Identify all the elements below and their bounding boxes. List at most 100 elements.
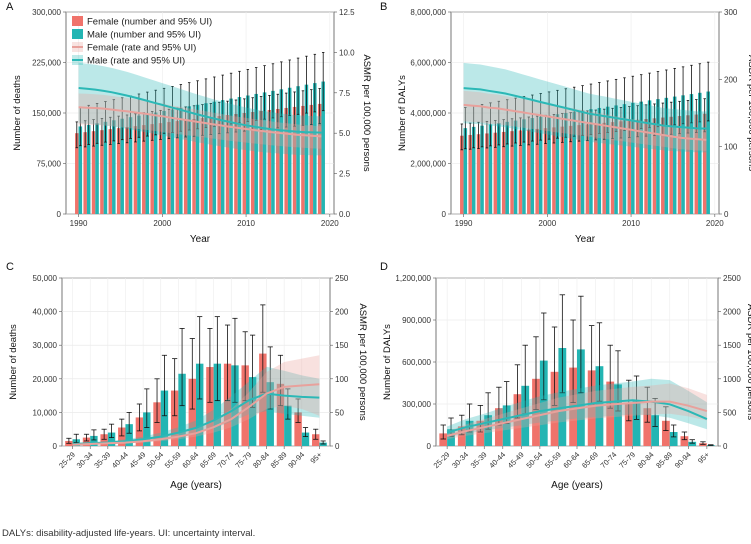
male-bar xyxy=(128,117,133,214)
x-tick-label: 2020 xyxy=(321,219,339,228)
female-error-bar xyxy=(83,433,90,442)
female-bar xyxy=(312,434,320,446)
male-error-bar xyxy=(578,295,584,394)
female-error-bar xyxy=(100,118,104,146)
male-error-bar xyxy=(505,99,509,145)
male-bar xyxy=(178,373,186,446)
y2-tick-label: 0 xyxy=(335,442,340,451)
y-tick-label: 6,000,000 xyxy=(410,59,446,68)
female-error-bar xyxy=(586,110,589,141)
female-bar xyxy=(209,117,213,214)
x-tick-label: 1990 xyxy=(455,219,473,228)
female-error-bar xyxy=(293,91,296,127)
y-axis-title: Number of deaths xyxy=(12,75,23,151)
male-bar xyxy=(90,435,98,446)
y2-tick-label: 300 xyxy=(724,8,738,17)
female-bar xyxy=(100,434,108,446)
female-rate-line xyxy=(78,106,322,138)
male-bar xyxy=(631,102,635,214)
figure-caption: DALYs: disability-adjusted life-years. U… xyxy=(2,528,256,539)
male-error-bar xyxy=(698,63,702,123)
female-error-bar xyxy=(644,386,651,423)
male-bar xyxy=(688,441,697,446)
panel-label: D xyxy=(380,261,388,273)
y-tick-label: 0 xyxy=(427,442,432,451)
male-error-bar xyxy=(271,63,275,119)
male-bar xyxy=(231,365,239,446)
male-bar xyxy=(558,348,567,446)
female-bar xyxy=(301,105,305,214)
female-error-bar xyxy=(440,424,446,440)
female-error-bar xyxy=(681,431,688,441)
female-error-bar xyxy=(313,428,319,440)
male-error-bar xyxy=(108,423,115,439)
y-tick-label: 40,000 xyxy=(33,308,58,317)
y2-tick-label: 150 xyxy=(335,341,349,350)
x-tick-label: 75-79 xyxy=(233,450,253,470)
x-tick-label: 55-59 xyxy=(543,450,563,470)
male-bar xyxy=(107,432,116,446)
male-bar xyxy=(313,83,317,214)
male-error-bar xyxy=(162,87,166,135)
female-bar xyxy=(585,124,590,214)
y-axis-title: Number of DALYs xyxy=(397,75,408,151)
male-error-bar xyxy=(656,71,660,128)
female-bar xyxy=(170,390,179,446)
x-tick-label: 60-64 xyxy=(561,450,581,470)
female-error-bar xyxy=(284,92,288,128)
x-tick-label: 90-94 xyxy=(286,450,306,470)
female-bar xyxy=(192,119,196,214)
panel-a: A 0 75,000 150,000 225,000 300,000 0.0 2.5 5.0 7.… xyxy=(6,1,372,245)
y2-tick-label: 1500 xyxy=(723,341,741,350)
female-error-bar xyxy=(295,398,301,423)
female-bar xyxy=(259,353,267,446)
male-error-bar xyxy=(161,354,168,417)
male-bar xyxy=(153,112,158,214)
male-bar xyxy=(78,126,83,214)
y2-tick-label: 200 xyxy=(335,308,349,317)
x-tick-label: 30-34 xyxy=(450,450,470,470)
female-bar xyxy=(82,437,91,446)
x-tick-label: 35-39 xyxy=(92,450,112,470)
female-error-bar xyxy=(189,338,195,410)
female-error-bar xyxy=(552,114,556,144)
male-error-bar xyxy=(690,64,693,124)
female-bar xyxy=(587,370,596,446)
x-tick-label: 2010 xyxy=(237,219,255,228)
male-error-bar xyxy=(572,86,576,137)
male-bar xyxy=(538,116,543,214)
female-rate-line xyxy=(463,103,707,141)
female-bar xyxy=(75,133,79,214)
male-bar xyxy=(137,115,141,214)
male-error-bar xyxy=(204,78,208,129)
female-bar xyxy=(439,433,448,446)
female-bar xyxy=(568,125,573,214)
female-bar xyxy=(457,426,466,446)
male-error-bar xyxy=(267,346,273,410)
y2-tick-label: 12.5 xyxy=(339,8,355,17)
female-bar xyxy=(267,109,272,214)
female-bar xyxy=(234,114,238,214)
male-error-bar xyxy=(541,312,547,401)
female-bar xyxy=(276,383,285,446)
female-error-bar xyxy=(259,96,263,130)
panel-b: B02,000,0004,000,0006,000,0008,000,00001… xyxy=(380,1,751,245)
male-error-bar xyxy=(196,80,199,130)
female-bar xyxy=(468,134,472,214)
male-error-bar xyxy=(706,61,710,122)
female-error-bar xyxy=(217,101,221,135)
y-tick-label: 50,000 xyxy=(33,274,58,283)
male-bar xyxy=(213,363,222,446)
y-tick-label: 0 xyxy=(442,210,447,219)
female-error-bar xyxy=(485,120,489,149)
y2-tick-label: 5.0 xyxy=(339,129,351,138)
male-bar xyxy=(589,109,593,214)
male-error-bar xyxy=(232,317,238,403)
x-tick-label: 35-39 xyxy=(469,450,489,470)
female-error-bar xyxy=(83,120,87,148)
male-bar xyxy=(86,124,91,214)
male-error-bar xyxy=(564,88,568,138)
y2-tick-label: 0 xyxy=(724,210,729,219)
x-axis-title: Year xyxy=(190,234,211,245)
male-bar xyxy=(246,95,250,214)
